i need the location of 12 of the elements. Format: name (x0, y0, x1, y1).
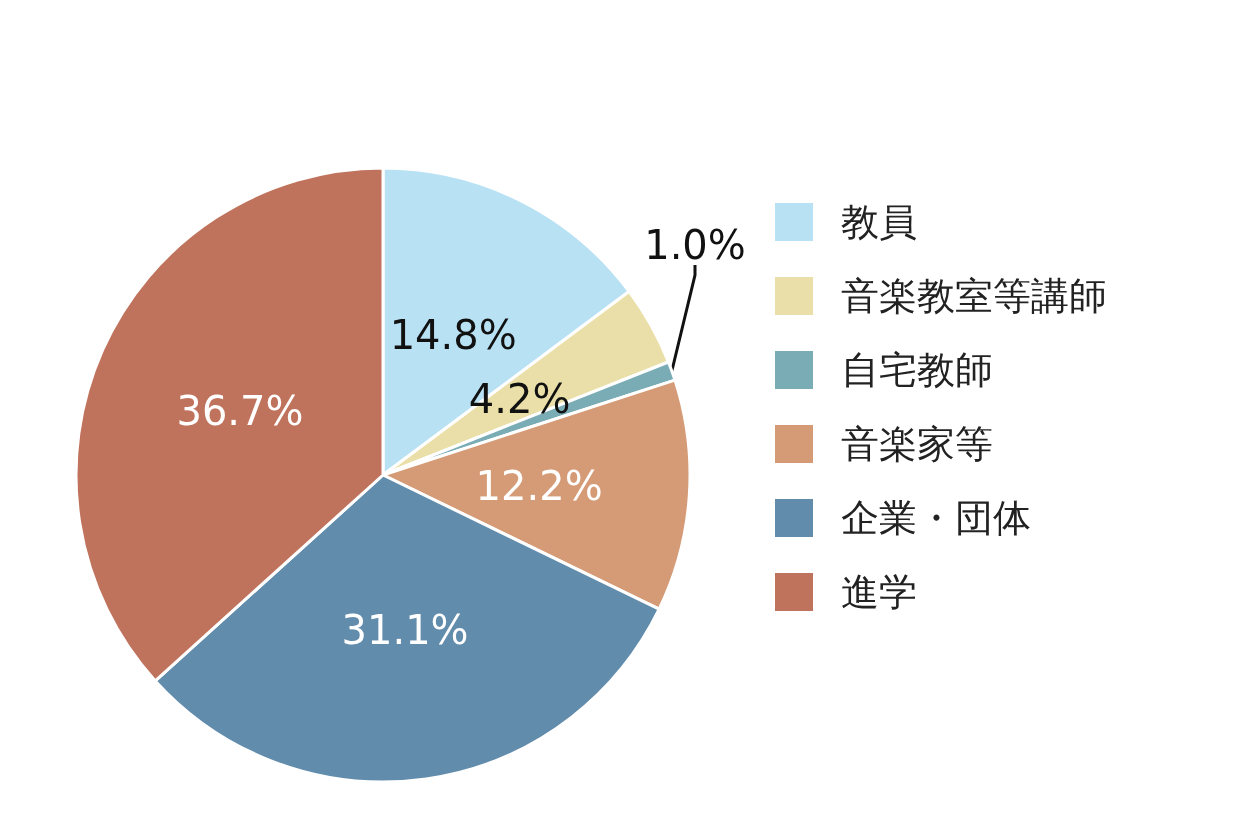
data-label: 36.7% (176, 388, 304, 435)
data-label: 12.2% (475, 462, 603, 509)
data-label: 4.2% (468, 375, 571, 422)
legend-label: 教員 (841, 200, 917, 244)
legend-label: 音楽教室等講師 (841, 274, 1107, 318)
data-label: 1.0% (644, 222, 746, 268)
legend-label: 自宅教師 (841, 348, 993, 392)
data-label: 31.1% (341, 606, 469, 653)
legend-label: 進学 (841, 570, 917, 614)
legend-label: 音楽家等 (841, 422, 993, 466)
legend-label: 企業・団体 (841, 496, 1031, 540)
data-label: 14.8% (389, 312, 517, 359)
